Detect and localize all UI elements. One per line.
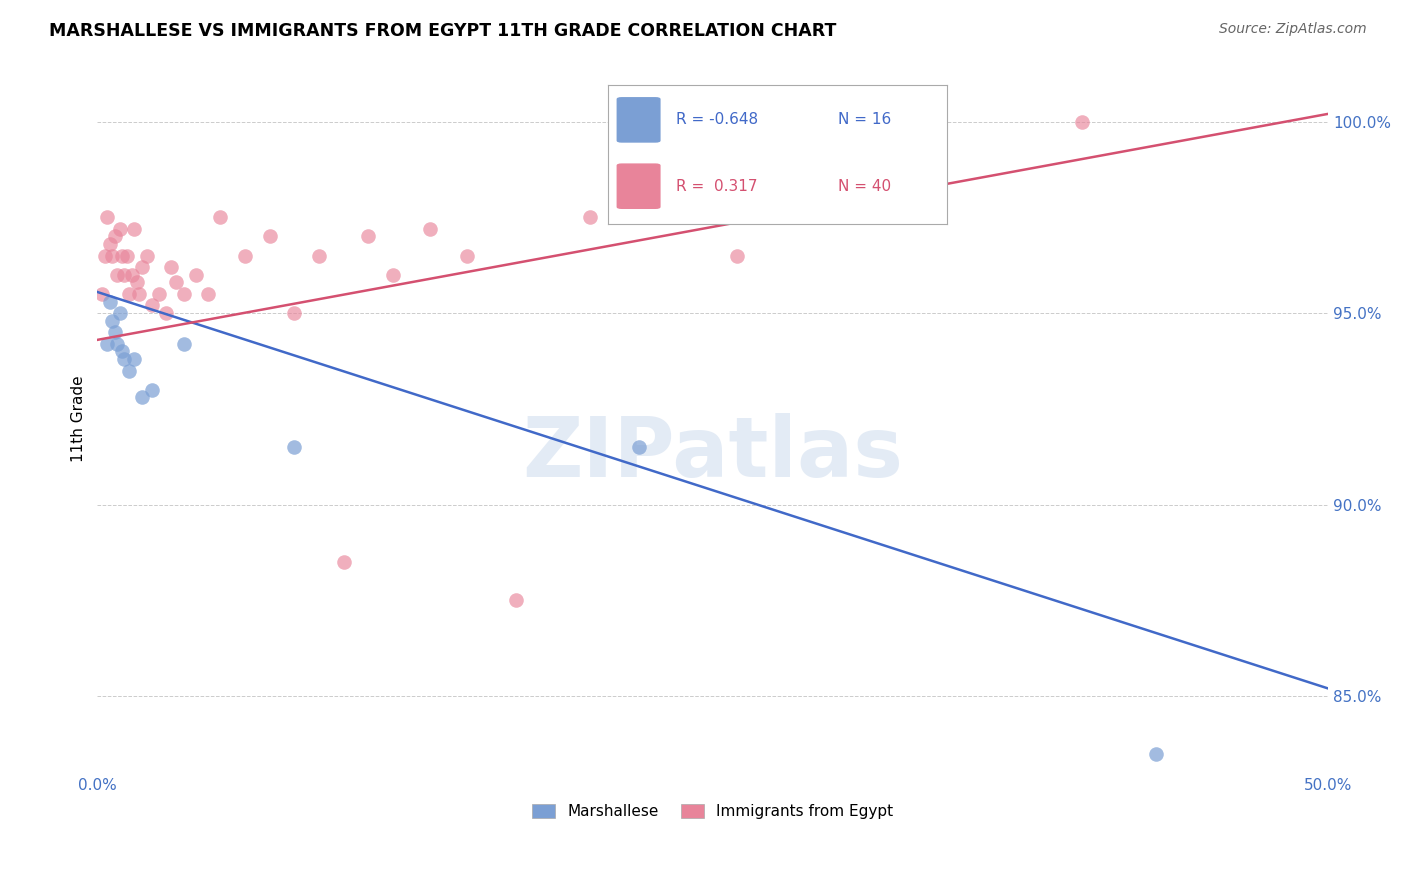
- Point: [155, 306, 177, 320]
- Point: [124, 351, 146, 366]
- Point: [725, 249, 748, 263]
- Point: [456, 249, 478, 263]
- Point: [173, 286, 195, 301]
- Point: [101, 249, 124, 263]
- Point: [91, 286, 114, 301]
- Point: [101, 314, 124, 328]
- Point: [105, 268, 128, 282]
- Point: [1071, 114, 1094, 128]
- Point: [125, 276, 148, 290]
- Point: [419, 221, 441, 235]
- Point: [141, 298, 163, 312]
- Point: [118, 286, 141, 301]
- Point: [96, 336, 118, 351]
- Point: [627, 440, 650, 454]
- Point: [141, 383, 163, 397]
- Point: [111, 249, 134, 263]
- Point: [103, 229, 125, 244]
- Point: [308, 249, 330, 263]
- Point: [93, 249, 115, 263]
- Point: [111, 344, 134, 359]
- Point: [197, 286, 219, 301]
- Point: [131, 260, 153, 274]
- Point: [121, 268, 143, 282]
- Point: [160, 260, 183, 274]
- Point: [135, 249, 157, 263]
- Point: [128, 286, 150, 301]
- Point: [209, 211, 232, 225]
- Point: [381, 268, 404, 282]
- Point: [96, 211, 118, 225]
- Point: [112, 268, 135, 282]
- Point: [98, 237, 121, 252]
- Text: ZIPatlas: ZIPatlas: [522, 413, 903, 494]
- Point: [259, 229, 281, 244]
- Text: Source: ZipAtlas.com: Source: ZipAtlas.com: [1219, 22, 1367, 37]
- Point: [283, 306, 305, 320]
- Y-axis label: 11th Grade: 11th Grade: [72, 376, 86, 462]
- Point: [578, 211, 600, 225]
- Point: [105, 336, 128, 351]
- Legend: Marshallese, Immigrants from Egypt: Marshallese, Immigrants from Egypt: [526, 797, 900, 825]
- Point: [103, 325, 125, 339]
- Point: [108, 306, 131, 320]
- Point: [112, 351, 135, 366]
- Point: [124, 221, 146, 235]
- Point: [118, 363, 141, 377]
- Point: [283, 440, 305, 454]
- Point: [184, 268, 207, 282]
- Point: [165, 276, 187, 290]
- Point: [505, 593, 527, 607]
- Point: [98, 294, 121, 309]
- Point: [148, 286, 170, 301]
- Point: [173, 336, 195, 351]
- Point: [131, 390, 153, 404]
- Point: [332, 555, 354, 569]
- Point: [233, 249, 256, 263]
- Point: [108, 221, 131, 235]
- Point: [357, 229, 380, 244]
- Point: [115, 249, 138, 263]
- Text: MARSHALLESE VS IMMIGRANTS FROM EGYPT 11TH GRADE CORRELATION CHART: MARSHALLESE VS IMMIGRANTS FROM EGYPT 11T…: [49, 22, 837, 40]
- Point: [1144, 747, 1167, 761]
